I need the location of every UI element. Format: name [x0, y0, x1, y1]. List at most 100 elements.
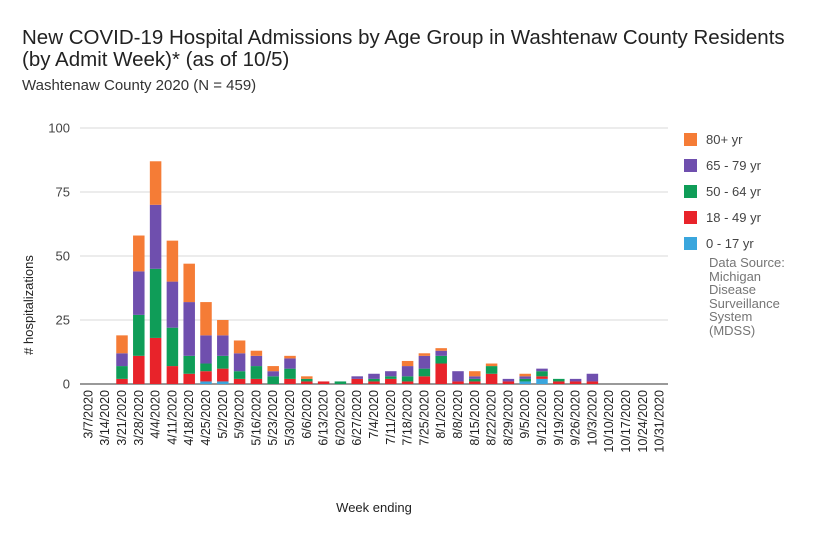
x-tick-label: 3/7/2020 — [81, 390, 95, 439]
bar-segment — [166, 366, 179, 384]
bar-segment — [250, 366, 263, 379]
legend-label: 50 - 64 yr — [706, 183, 761, 199]
bar-segment — [536, 368, 548, 372]
x-tick-label: 4/25/2020 — [199, 390, 213, 446]
bar-segment — [233, 371, 246, 379]
bar-segment — [519, 373, 531, 377]
bar-segment — [301, 376, 313, 379]
legend-label: 0 - 17 yr — [706, 235, 754, 251]
bar-segment — [418, 376, 431, 384]
bar-segment — [200, 302, 212, 336]
bar-segment — [149, 204, 162, 269]
bar-segment — [401, 381, 414, 384]
bar-segment — [502, 381, 515, 384]
bar-segment — [166, 281, 179, 328]
data-source-note: Data Source: Michigan Disease Surveillance S… — [709, 256, 819, 337]
bar-segment — [233, 378, 246, 384]
bar-segment — [284, 378, 296, 384]
legend-swatch — [684, 184, 697, 198]
bar-segment — [502, 378, 515, 382]
bar-segment — [133, 314, 145, 356]
x-tick-label: 6/6/2020 — [300, 390, 314, 439]
x-axis-label: Week ending — [336, 500, 412, 515]
bar-segment — [569, 378, 582, 382]
legend-swatch — [684, 158, 697, 172]
legend-item: 0 - 17 yr — [684, 230, 814, 256]
bar-segment — [133, 355, 145, 384]
bar-segment — [250, 378, 263, 384]
bar-segment — [452, 381, 464, 384]
bar-segment — [116, 366, 128, 379]
bar-segment — [166, 327, 179, 367]
bar-segment — [385, 376, 397, 379]
bar-segment — [233, 353, 246, 372]
x-tick-label: 6/27/2020 — [350, 390, 364, 446]
x-tick-label: 7/11/2020 — [384, 390, 398, 445]
y-tick-label: 25 — [56, 313, 70, 328]
bar-segment — [267, 366, 279, 372]
bar-segment — [418, 353, 431, 356]
bar-segment — [284, 355, 296, 359]
x-tick-label: 9/26/2020 — [569, 390, 583, 446]
bar-segment — [200, 363, 212, 372]
x-tick-label: 5/30/2020 — [283, 390, 297, 446]
x-tick-label: 8/1/2020 — [434, 390, 448, 439]
x-tick-label: 7/4/2020 — [367, 390, 381, 439]
bar-segment — [116, 335, 128, 354]
bar-segment — [183, 373, 195, 384]
bar-segment — [233, 340, 246, 354]
bar-segment — [485, 363, 498, 367]
x-tick-label: 10/31/2020 — [653, 390, 667, 453]
bar-segment — [401, 366, 414, 377]
y-tick-label: 75 — [56, 185, 70, 200]
bar-segment — [267, 376, 279, 384]
x-tick-label: 6/13/2020 — [317, 390, 331, 446]
bar-segment — [586, 381, 599, 384]
bar-segment — [418, 355, 431, 369]
bar-segment — [116, 378, 128, 384]
chart-subtitle: Washtenaw County 2020 (N = 459) — [22, 77, 257, 94]
bar-segment — [149, 161, 162, 205]
x-tick-label: 9/12/2020 — [535, 390, 549, 446]
bar-segment — [133, 271, 145, 315]
bar-segment — [183, 355, 195, 374]
bar-segment — [116, 353, 128, 367]
bar-segment — [569, 381, 582, 384]
bar-segment — [267, 371, 279, 377]
bar-segment — [200, 335, 212, 364]
bar-segment — [217, 320, 229, 336]
source-line: Surveillance — [709, 295, 780, 311]
y-tick-label: 50 — [56, 249, 70, 264]
y-axis-label: # hospitalizations — [21, 255, 36, 355]
x-tick-label: 10/17/2020 — [619, 390, 633, 453]
chart-title: New COVID-19 Hospital Admissions by Age … — [22, 26, 785, 49]
x-tick-labels: 3/7/2020 3/14/2020 3/21/2020 3/28/2020 4/4/2… — [81, 390, 666, 453]
bar-segment — [250, 355, 263, 367]
bar-segment — [536, 376, 548, 379]
bar-segment — [183, 302, 195, 356]
bar-segment — [149, 337, 162, 384]
legend-item: 18 - 49 yr — [684, 204, 814, 230]
legend-swatch — [684, 132, 697, 146]
x-tick-label: 6/20/2020 — [333, 390, 347, 446]
bar-segment — [200, 371, 212, 382]
bar-segment — [368, 381, 380, 384]
bar-segment — [284, 368, 296, 379]
bar-segment — [452, 371, 464, 382]
x-tick-label: 5/9/2020 — [233, 390, 247, 439]
bar-segment — [368, 378, 380, 382]
bar-segment — [553, 378, 565, 382]
legend-label: 65 - 79 yr — [706, 157, 761, 173]
bar-segment — [133, 235, 145, 272]
legend-label: 18 - 49 yr — [706, 209, 761, 225]
bar-segment — [183, 263, 195, 303]
x-tick-label: 10/10/2020 — [602, 390, 616, 453]
chart-title-line-2: (by Admit Week)* (as of 10/5) — [22, 48, 290, 71]
bar-segment — [519, 381, 531, 384]
bar-segment — [469, 371, 481, 377]
bar-segment — [485, 366, 498, 374]
bar-segment — [553, 381, 565, 384]
bar-segment — [217, 381, 229, 384]
x-tick-label: 10/24/2020 — [636, 390, 650, 453]
